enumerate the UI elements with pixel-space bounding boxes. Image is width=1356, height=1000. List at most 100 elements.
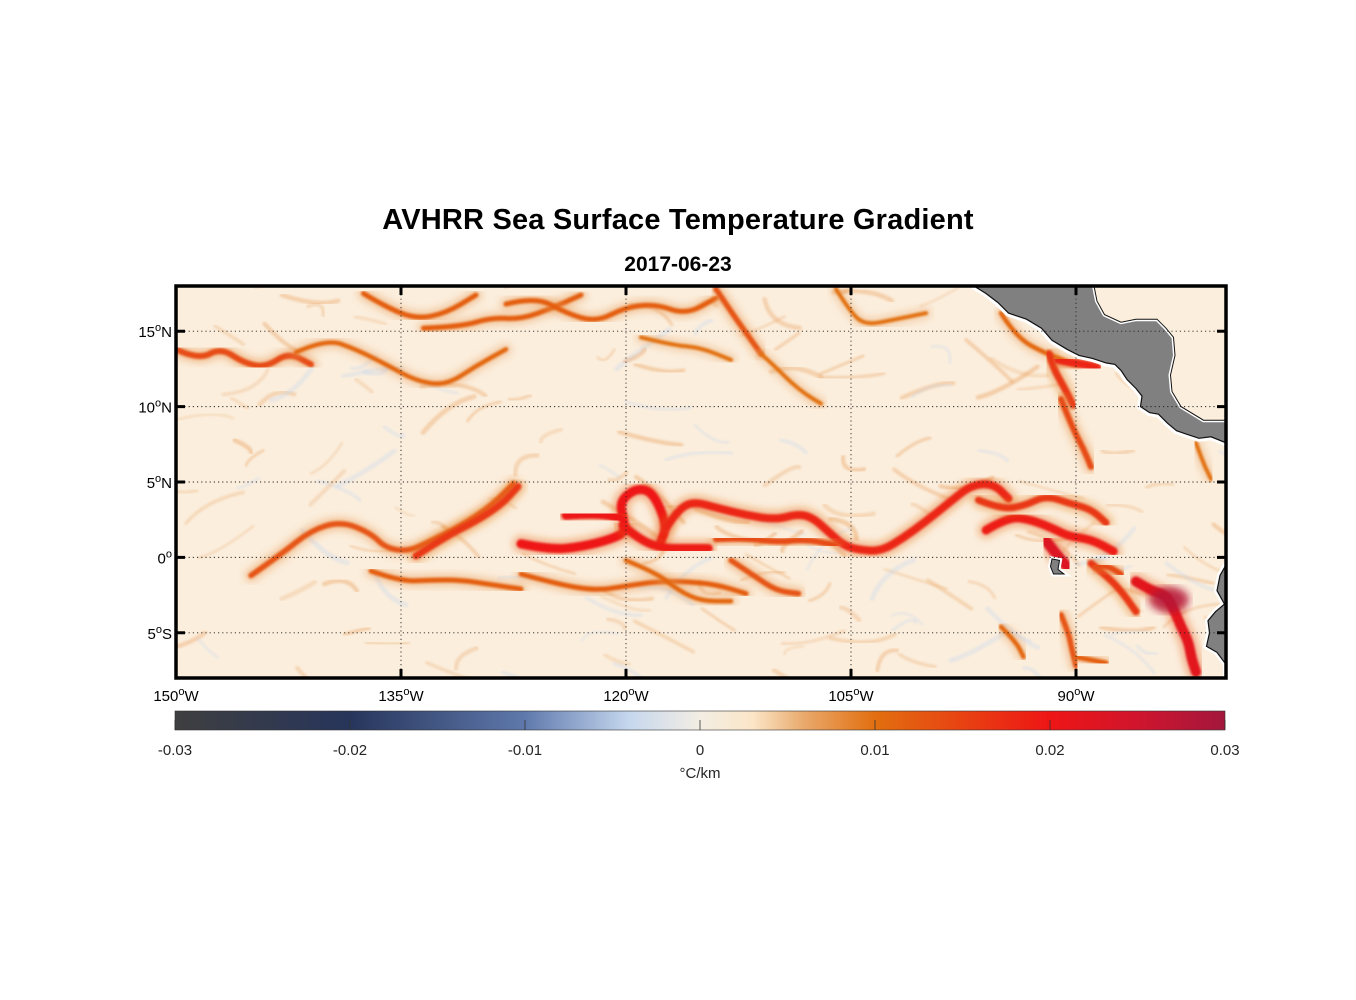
map-subtitle: 2017-06-23 xyxy=(624,253,732,276)
front-line xyxy=(975,494,1110,527)
texture-streak xyxy=(663,450,734,462)
texture-streak xyxy=(253,286,265,289)
texture-streak xyxy=(1144,481,1175,490)
lon-label: 120oW xyxy=(603,686,649,705)
texture-streak xyxy=(779,438,808,455)
texture-streak xyxy=(184,490,246,525)
texture-streak xyxy=(632,619,696,654)
lat-label: 15oN xyxy=(138,322,172,341)
texture-streak xyxy=(614,326,672,372)
land-masses xyxy=(970,286,1226,678)
front-line xyxy=(1073,654,1109,666)
texture-streak xyxy=(1106,503,1144,514)
lat-label: 5oN xyxy=(147,473,172,492)
texture-streak xyxy=(1103,633,1156,675)
map-gridlines xyxy=(176,286,1226,678)
texture-streak xyxy=(622,347,648,364)
texture-streak xyxy=(309,441,344,475)
texture-streak xyxy=(382,424,406,439)
texture-streak xyxy=(501,670,525,678)
caribbean-coast xyxy=(1093,286,1226,421)
texture-streak xyxy=(196,637,220,659)
texture-streak xyxy=(807,582,832,603)
front-line xyxy=(1194,440,1213,481)
land-south-america xyxy=(1205,563,1226,678)
texture-streak xyxy=(244,448,265,467)
texture-streak xyxy=(335,448,397,489)
texture-streak xyxy=(453,646,479,671)
texture-streak xyxy=(895,436,932,458)
texture-streak xyxy=(977,448,1010,463)
front-line xyxy=(176,346,314,369)
front-line xyxy=(639,335,733,362)
texture-streak xyxy=(841,286,860,295)
front-line xyxy=(361,291,479,320)
texture-streak xyxy=(838,605,862,623)
map-plot-area xyxy=(176,286,1226,678)
colorbar: -0.03 -0.02 -0.01 0 0.01 0.02 0.03 °C/km xyxy=(158,710,1240,782)
lon-label: 90oW xyxy=(1058,686,1096,705)
texture-streak xyxy=(989,356,1050,379)
texture-streak xyxy=(762,296,803,331)
colorbar-tick-label: 0.03 xyxy=(1210,742,1239,759)
texture-streak xyxy=(783,645,805,656)
texture-streak xyxy=(232,437,254,455)
texture-streak xyxy=(930,344,952,364)
texture-streak xyxy=(693,423,730,444)
texture-streak xyxy=(633,362,686,374)
texture-streak xyxy=(891,618,918,632)
texture-streak xyxy=(780,629,846,646)
texture-streak xyxy=(596,348,616,361)
front-line xyxy=(623,558,734,604)
texture-streak xyxy=(521,552,577,575)
texture-streak xyxy=(1100,448,1136,456)
texture-streak xyxy=(1022,665,1043,678)
texture-streak xyxy=(279,292,341,306)
texture-streak xyxy=(624,400,692,412)
front-line xyxy=(834,287,928,326)
texture-streak xyxy=(584,596,644,618)
texture-streak xyxy=(818,371,886,380)
front-line xyxy=(618,521,713,553)
texture-streak xyxy=(507,393,533,402)
front-hotspot xyxy=(1149,586,1189,613)
texture-streak xyxy=(420,394,477,435)
texture-streak xyxy=(600,594,652,613)
gradient-fronts xyxy=(176,286,1217,678)
front-line xyxy=(1054,355,1101,372)
texture-streak xyxy=(394,506,416,518)
texture-streak xyxy=(883,568,948,591)
land-galapagos xyxy=(1049,558,1066,575)
texture-streak xyxy=(897,652,937,669)
texture-streak xyxy=(818,354,865,376)
front-line xyxy=(561,509,626,525)
texture-streak xyxy=(774,331,801,351)
colorbar-ticks: -0.03 -0.02 -0.01 0 0.01 0.02 0.03 xyxy=(158,720,1240,759)
texture-streak xyxy=(841,454,867,473)
front-line xyxy=(1058,396,1094,470)
texture-streak xyxy=(176,412,235,421)
front-line xyxy=(518,571,749,597)
texture-streak xyxy=(466,400,502,423)
texture-streak xyxy=(1135,643,1158,656)
texture-streak xyxy=(1164,561,1217,592)
texture-streak xyxy=(605,616,627,631)
texture-streak xyxy=(213,324,246,347)
texture-streak xyxy=(279,579,318,602)
texture-streak xyxy=(364,639,411,647)
front-line xyxy=(1092,563,1124,577)
texture-streak xyxy=(919,286,963,308)
texture-streak xyxy=(295,665,310,678)
lat-label: 10oN xyxy=(138,398,172,417)
texture-streak xyxy=(1017,479,1085,500)
texture-streak xyxy=(1162,602,1226,629)
texture-streak xyxy=(975,364,1040,400)
texture-streak xyxy=(598,464,621,479)
colorbar-unit-label: °C/km xyxy=(680,765,721,782)
front-line xyxy=(713,286,764,357)
texture-streak xyxy=(964,337,1014,384)
texture-streak xyxy=(890,612,924,626)
colorbar-tick-label: -0.02 xyxy=(333,742,367,759)
lon-label: 135oW xyxy=(378,686,424,705)
